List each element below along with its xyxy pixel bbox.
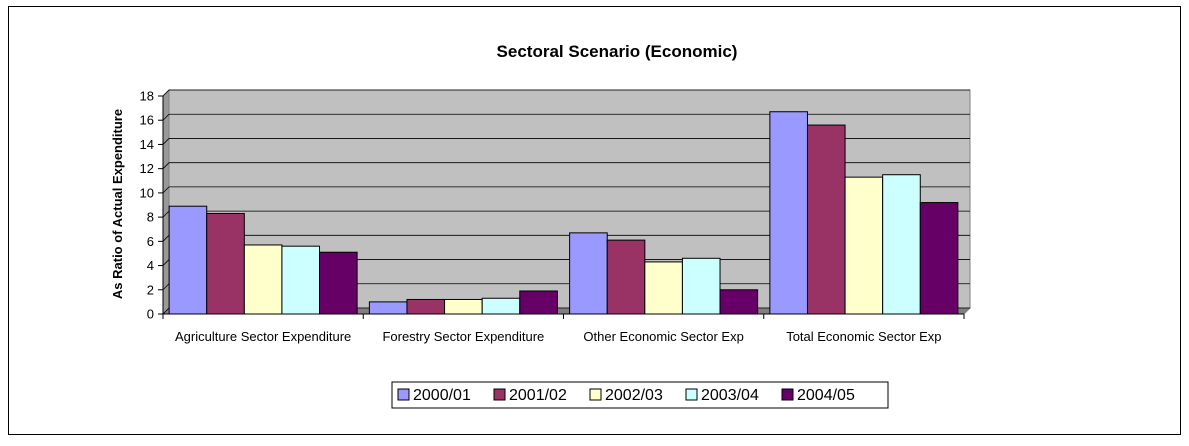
gridline-depth (162, 89, 170, 97)
gridline-depth (162, 210, 170, 218)
y-tick-label: 18 (140, 89, 154, 104)
legend-label: 2004/05 (797, 387, 855, 404)
y-tick-label: 4 (147, 258, 154, 273)
legend: 2000/01 2001/02 2002/03 2003/04 2004/05 (391, 381, 889, 409)
legend-box (391, 381, 889, 409)
gridline-depth (162, 113, 170, 121)
gridline-depth (162, 283, 170, 291)
gridline-depth (162, 235, 170, 242)
y-tick-label: 0 (147, 307, 154, 322)
y-tick-label: 14 (140, 137, 154, 152)
bar-2001-02 (606, 239, 646, 315)
bar-2001-02 (206, 212, 245, 315)
gridline-depth (162, 259, 170, 266)
bar-2002-03 (844, 176, 884, 315)
gridline-depth (162, 162, 170, 169)
x-tick-label: Agriculture Sector Expenditure (175, 329, 351, 344)
bar-2004-05 (719, 289, 759, 315)
bar-2002-03 (444, 298, 483, 315)
legend-label: 2003/04 (701, 387, 759, 404)
bar-2001-02 (806, 124, 846, 315)
legend-swatch (397, 388, 410, 401)
bar-2003-04 (481, 297, 521, 315)
legend-swatch (781, 388, 794, 401)
legend-label: 2002/03 (605, 387, 663, 404)
bar-2003-04 (882, 174, 921, 315)
bar-2000-01 (168, 205, 208, 315)
x-tick-label: Total Economic Sector Exp (786, 329, 941, 344)
x-tick-label: Other Economic Sector Exp (583, 329, 743, 344)
legend-swatch (589, 388, 602, 401)
legend-swatch (685, 388, 698, 401)
legend-label: 2000/01 (413, 387, 471, 404)
x-tick-label: Forestry Sector Expenditure (382, 329, 544, 344)
gridline-depth (162, 138, 170, 145)
plot-side-wall (162, 88, 170, 316)
bar-2002-03 (243, 244, 283, 315)
bar-2004-05 (319, 251, 358, 315)
bar-2001-02 (406, 298, 446, 315)
y-tick-label: 2 (147, 282, 154, 297)
plot-area: 0 2 4 6 8 10 12 14 16 18 Agriculture Sector Expend… (140, 88, 972, 344)
y-tick-label: 6 (147, 234, 154, 249)
y-tick-label: 16 (140, 113, 154, 128)
bar-2004-05 (919, 202, 959, 315)
bar-2000-01 (769, 111, 808, 315)
bar-2003-04 (681, 257, 721, 315)
legend-swatch (493, 388, 506, 401)
gridline-depth (162, 186, 170, 194)
gridline-depth (162, 307, 170, 315)
y-axis-label: As Ratio of Actual Expenditure (110, 109, 125, 299)
chart-title: Sectoral Scenario (Economic) (497, 42, 738, 61)
bar-2003-04 (281, 245, 321, 315)
y-tick-label: 10 (140, 185, 154, 200)
y-tick-label: 12 (140, 161, 154, 176)
legend-label: 2001/02 (509, 387, 567, 404)
bar-2000-01 (569, 232, 608, 315)
bar-2004-05 (519, 290, 558, 315)
y-tick-label: 8 (147, 210, 154, 225)
bar-2002-03 (644, 261, 683, 315)
bar-2000-01 (368, 301, 408, 315)
